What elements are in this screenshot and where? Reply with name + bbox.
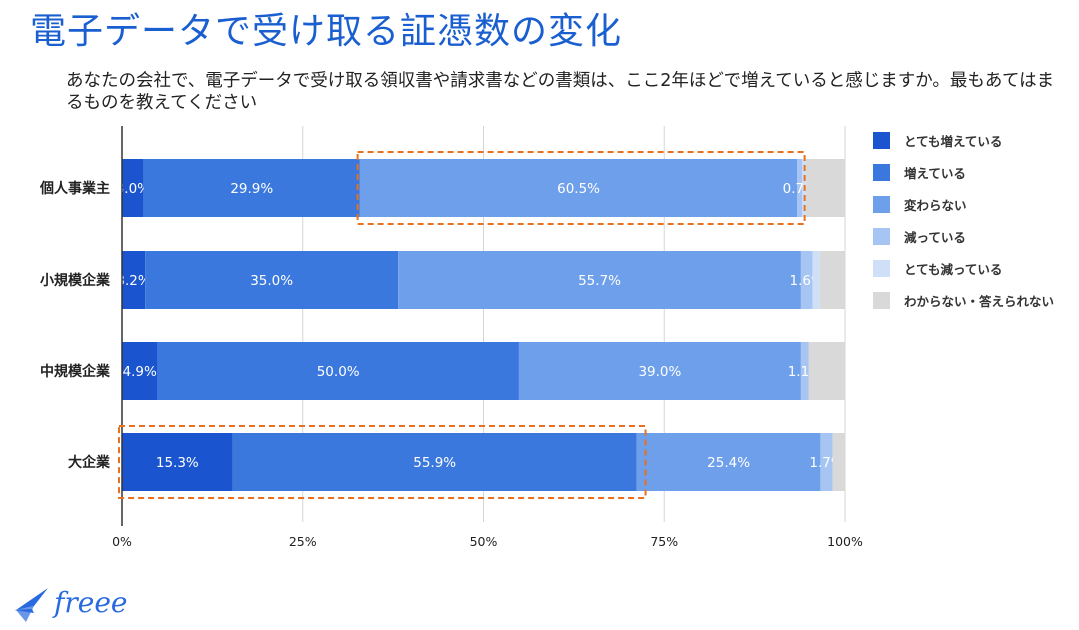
data-label: 3.0% xyxy=(116,181,150,197)
category-label: 中規模企業 xyxy=(40,363,111,380)
bar-segment xyxy=(812,251,820,309)
legend-label: 変わらない xyxy=(904,197,967,213)
legend-swatch xyxy=(873,131,890,149)
freee-logo-text: freee xyxy=(54,585,128,619)
legend-label: とても増えている xyxy=(904,133,1003,149)
bar-segment xyxy=(800,342,809,400)
category-label: 小規模企業 xyxy=(40,272,111,289)
highlight-box xyxy=(356,151,806,225)
bar-segment xyxy=(808,342,845,400)
freee-logo: freee xyxy=(12,580,127,624)
bar-segment xyxy=(145,251,399,309)
legend-swatch xyxy=(873,291,890,309)
legend-item: わからない・答えられない xyxy=(873,284,1054,316)
legend-label: 減っている xyxy=(904,229,966,245)
data-label: 25.4% xyxy=(707,455,750,471)
bar-segment xyxy=(518,342,801,400)
freee-bird-icon xyxy=(14,588,48,622)
data-label: 4.9% xyxy=(123,364,157,380)
legend-item: 変わらない xyxy=(873,188,1054,220)
legend-item: とても減っている xyxy=(873,252,1054,284)
x-tick-label: 75% xyxy=(650,534,678,549)
bar-segment xyxy=(143,159,360,217)
survey-question: あなたの会社で、電子データで受け取る領収書や請求書などの書類は、ここ2年ほどで増… xyxy=(66,71,1055,113)
legend-swatch xyxy=(873,259,890,277)
bar-segment xyxy=(157,342,519,400)
bar-segment xyxy=(819,251,845,309)
category-label: 個人事業主 xyxy=(39,180,110,197)
chart-legend: とても増えている 増えている変わらない減っているとても減っているわからない・答えら… xyxy=(873,124,1054,316)
x-tick-label: 0% xyxy=(112,534,132,549)
data-label: 3.2% xyxy=(116,273,150,289)
bar-segment xyxy=(820,433,833,491)
bar-segment xyxy=(398,251,801,309)
data-label: 39.0% xyxy=(638,364,681,380)
bar-segment xyxy=(800,251,813,309)
data-label: 60.5% xyxy=(557,181,600,197)
bar-segment xyxy=(122,159,144,217)
legend-item: 増えている xyxy=(873,156,1054,188)
bar-segment xyxy=(122,433,233,491)
data-label: 29.9% xyxy=(230,181,273,197)
data-label: 50.0% xyxy=(317,364,360,380)
data-label: 55.9% xyxy=(413,455,456,471)
data-label: 15.3% xyxy=(156,455,199,471)
bar-segment xyxy=(797,159,803,217)
bar-segment xyxy=(832,433,845,491)
legend-item: 減っている xyxy=(873,220,1054,252)
data-label: 55.7% xyxy=(578,273,621,289)
category-label: 大企業 xyxy=(68,454,111,471)
bar-segment xyxy=(359,159,798,217)
data-label: 35.0% xyxy=(250,273,293,289)
page-title: 電子データで受け取る証憑数の変化 xyxy=(30,11,623,52)
bar-segment xyxy=(636,433,821,491)
highlight-box xyxy=(118,425,647,499)
bar-segment xyxy=(805,159,845,217)
legend-label: 増えている xyxy=(904,165,966,181)
x-tick-label: 100% xyxy=(827,534,863,549)
bar-segment xyxy=(232,433,637,491)
x-tick-label: 25% xyxy=(289,534,317,549)
legend-label: とても減っている xyxy=(904,261,1003,277)
legend-swatch xyxy=(873,195,890,213)
legend-label: わからない・答えられない xyxy=(904,293,1055,309)
bar-segment xyxy=(122,251,146,309)
legend-item: とても増えている xyxy=(873,124,1054,156)
x-tick-label: 50% xyxy=(470,534,498,549)
legend-swatch xyxy=(873,163,890,181)
legend-swatch xyxy=(873,227,890,245)
bar-segment xyxy=(122,342,158,400)
